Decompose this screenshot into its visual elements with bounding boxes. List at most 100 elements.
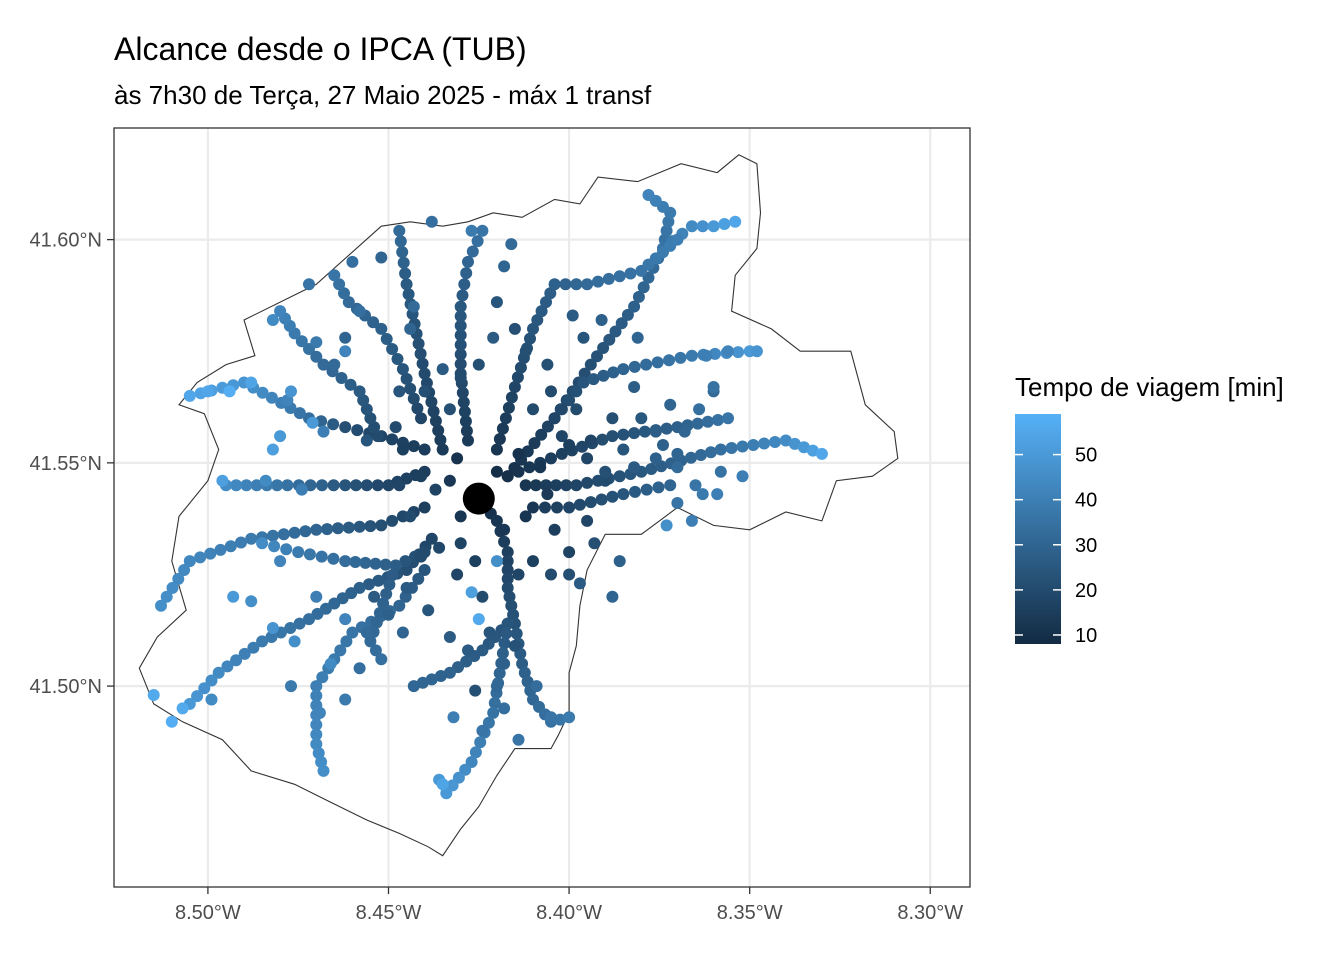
stop-point	[331, 522, 344, 535]
stop-point	[660, 519, 673, 532]
stop-point	[360, 434, 373, 447]
stop-point	[393, 599, 406, 612]
stop-point	[221, 660, 234, 673]
stop-point	[483, 626, 496, 639]
stop-point	[353, 662, 366, 675]
stop-point	[469, 555, 482, 568]
stop-point	[230, 654, 243, 667]
stop-point	[779, 434, 792, 447]
stop-point	[364, 520, 377, 533]
stop-point	[404, 382, 417, 395]
stop-point	[447, 711, 460, 724]
stop-point	[454, 319, 467, 332]
stop-point	[327, 552, 340, 565]
stop-point	[371, 479, 384, 492]
stop-point	[609, 325, 622, 338]
stop-point	[503, 590, 516, 603]
stop-point	[496, 422, 509, 435]
stop-point	[462, 255, 474, 268]
stop-point	[613, 555, 626, 568]
stop-point	[303, 548, 316, 561]
stop-point	[344, 378, 357, 391]
stop-point	[418, 564, 431, 576]
stop-point	[577, 376, 590, 389]
y-tick-label: 41.60°N	[30, 230, 103, 252]
stop-point	[245, 376, 258, 389]
stop-point	[266, 622, 279, 634]
stop-point	[295, 483, 308, 496]
stop-point	[563, 546, 576, 559]
stop-point	[281, 479, 294, 492]
stop-point	[696, 220, 709, 233]
stop-point	[498, 637, 511, 650]
legend-ticks: 10 20 30 40 50	[1015, 445, 1097, 647]
stop-point	[265, 631, 278, 643]
stop-point	[769, 436, 781, 448]
stop-point	[671, 233, 684, 246]
stop-point	[652, 481, 665, 494]
stop-point	[427, 405, 440, 418]
stop-point	[256, 386, 269, 399]
stop-point	[380, 333, 393, 345]
stop-point	[274, 555, 287, 568]
stop-point	[657, 439, 669, 451]
stop-point	[501, 470, 514, 483]
stop-point	[212, 666, 225, 679]
stop-point	[482, 716, 495, 729]
stop-point	[259, 474, 272, 487]
stop-point	[512, 465, 525, 478]
stop-point	[501, 546, 514, 559]
stop-point	[265, 391, 278, 404]
stop-point	[577, 331, 590, 344]
stop-point	[592, 275, 604, 288]
stop-point	[443, 631, 456, 643]
stop-point	[383, 578, 396, 591]
stop-point	[402, 288, 415, 301]
stop-point	[432, 424, 445, 437]
stop-point	[545, 568, 557, 581]
stop-point	[462, 644, 474, 657]
stop-point	[570, 479, 583, 492]
stop-point	[310, 680, 323, 693]
stop-point	[396, 626, 409, 639]
stop-point	[422, 604, 435, 617]
stop-point	[245, 532, 258, 545]
stop-point	[386, 343, 399, 355]
stop-point	[540, 296, 552, 309]
stop-point	[474, 736, 487, 749]
stop-point	[274, 305, 287, 318]
stop-point	[310, 689, 323, 702]
y-axis: 41.50°N 41.55°N 41.60°N	[30, 230, 114, 698]
stop-point	[293, 617, 306, 630]
stop-point	[615, 317, 628, 330]
stop-point	[433, 541, 446, 554]
stop-point	[498, 657, 511, 670]
stop-point	[469, 684, 482, 697]
stop-point	[544, 287, 557, 300]
stop-point	[280, 543, 293, 556]
legend-tick-label: 30	[1075, 535, 1097, 557]
stop-point	[292, 546, 305, 559]
stop-point	[541, 420, 554, 433]
stop-point	[416, 676, 429, 689]
stop-point	[696, 488, 709, 501]
stop-point	[400, 564, 413, 576]
stop-point	[685, 349, 698, 362]
stop-point	[327, 418, 340, 431]
stop-point	[201, 385, 214, 398]
stop-point	[460, 425, 473, 437]
stop-point	[635, 412, 648, 425]
stop-point	[527, 403, 539, 416]
stop-point	[488, 697, 501, 709]
stop-point	[649, 452, 662, 465]
stop-point	[346, 255, 359, 268]
stop-point	[288, 526, 301, 539]
stop-point	[660, 422, 673, 435]
stop-point	[498, 535, 511, 548]
stop-point	[512, 447, 525, 460]
stop-point	[183, 389, 196, 402]
stop-point	[363, 578, 375, 591]
stop-point	[694, 449, 707, 461]
stop-point	[359, 556, 372, 569]
stop-point	[476, 590, 489, 603]
